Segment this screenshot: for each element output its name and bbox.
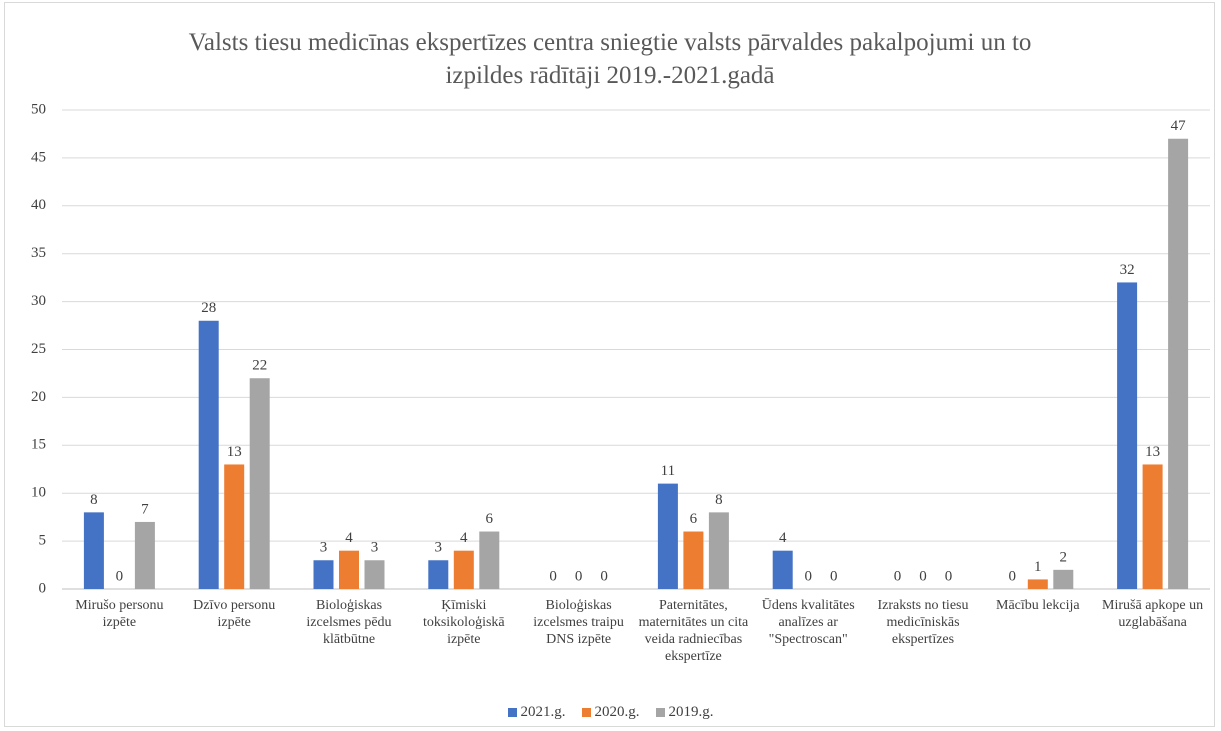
data-label: 4 xyxy=(345,530,353,546)
bar xyxy=(1027,579,1048,589)
data-label: 7 xyxy=(141,501,149,517)
y-tick-label: 25 xyxy=(31,341,46,357)
data-label: 4 xyxy=(779,530,787,546)
bar xyxy=(364,560,385,589)
x-tick-label: Bioloģiskas izcelsmes traipu DNS izpēte xyxy=(533,598,624,647)
x-tick-label: Bioloģiskas izcelsmes pēdu klātbūtne xyxy=(306,598,392,647)
y-tick-label: 40 xyxy=(31,197,46,213)
data-label: 3 xyxy=(371,540,379,556)
data-label: 32 xyxy=(1120,262,1135,278)
bar xyxy=(83,512,104,589)
data-label: 6 xyxy=(690,511,698,527)
bar xyxy=(198,320,219,589)
bar xyxy=(313,560,334,589)
legend-label: 2021.g. xyxy=(520,704,566,720)
bar xyxy=(479,531,500,589)
bar xyxy=(1168,138,1189,590)
data-label: 3 xyxy=(320,540,328,556)
bar xyxy=(249,378,270,589)
y-tick-label: 5 xyxy=(39,533,47,549)
legend-item: 2020.g. xyxy=(581,704,640,721)
x-tick-label: Dzīvo personu izpēte xyxy=(193,598,276,630)
legend-swatch xyxy=(655,708,665,717)
data-label: 0 xyxy=(116,568,124,584)
bar xyxy=(708,512,729,589)
y-tick-label: 20 xyxy=(31,389,46,405)
y-tick-label: 35 xyxy=(31,245,46,261)
data-label: 11 xyxy=(661,463,675,479)
legend: 2021.g. 2020.g. 2019.g. xyxy=(0,704,1221,721)
chart-frame xyxy=(4,2,1215,727)
y-tick-label: 50 xyxy=(31,101,46,117)
bar xyxy=(1053,569,1074,589)
y-tick-label: 0 xyxy=(39,580,47,596)
data-label: 13 xyxy=(227,444,242,460)
data-label: 0 xyxy=(919,568,927,584)
legend-swatch xyxy=(581,708,591,717)
data-label: 2 xyxy=(1060,549,1068,565)
data-label: 28 xyxy=(201,300,216,316)
bar xyxy=(772,550,793,589)
data-label: 22 xyxy=(252,358,267,374)
legend-swatch xyxy=(507,708,517,717)
data-label: 4 xyxy=(460,530,468,546)
bar xyxy=(1117,282,1138,589)
bar xyxy=(428,560,449,589)
bar xyxy=(453,550,474,589)
y-tick-label: 10 xyxy=(31,485,46,501)
x-tick-label: Ķīmiski toksikoloģiskā izpēte xyxy=(422,598,505,647)
x-tick-label: Izraksts no tiesu medicīniskās ekspertīz… xyxy=(877,598,969,647)
x-tick-label: Paternitātes, maternitātes un cita veida… xyxy=(638,598,749,664)
data-label: 0 xyxy=(600,568,608,584)
bar xyxy=(224,464,245,589)
legend-label: 2020.g. xyxy=(594,704,640,720)
data-label: 47 xyxy=(1171,118,1187,134)
data-label: 1 xyxy=(1034,559,1042,575)
data-label: 8 xyxy=(90,492,98,508)
y-tick-label: 45 xyxy=(31,149,46,165)
data-label: 6 xyxy=(486,511,494,527)
data-label: 0 xyxy=(549,568,557,584)
data-label: 3 xyxy=(435,540,443,556)
y-tick-label: 30 xyxy=(31,293,46,309)
x-tick-label: Mirušo personu izpēte xyxy=(75,598,164,630)
bar xyxy=(134,521,155,589)
y-tick-label: 15 xyxy=(31,437,46,453)
x-tick-label: Mirušā apkope un uzglabāšana xyxy=(1102,598,1204,630)
data-label: 0 xyxy=(1009,568,1017,584)
legend-item: 2021.g. xyxy=(507,704,566,721)
bar xyxy=(1142,464,1163,589)
data-label: 8 xyxy=(715,492,723,508)
legend-item: 2019.g. xyxy=(655,704,714,721)
bar xyxy=(339,550,359,589)
data-label: 0 xyxy=(830,568,838,584)
legend-label: 2019.g. xyxy=(668,704,714,720)
x-tick-label: Ūdens kvalitātes analīzes ar "Spectrosca… xyxy=(761,598,855,647)
data-label: 0 xyxy=(575,568,583,584)
data-label: 13 xyxy=(1145,444,1160,460)
data-label: 0 xyxy=(804,568,812,584)
x-tick-label: Mācību lekcija xyxy=(996,598,1080,613)
data-label: 0 xyxy=(894,568,902,584)
chart-title: Valsts tiesu medicīnas ekspertīzes centr… xyxy=(188,29,1032,89)
data-label: 0 xyxy=(945,568,953,584)
bar xyxy=(657,483,678,589)
bar xyxy=(683,531,704,589)
